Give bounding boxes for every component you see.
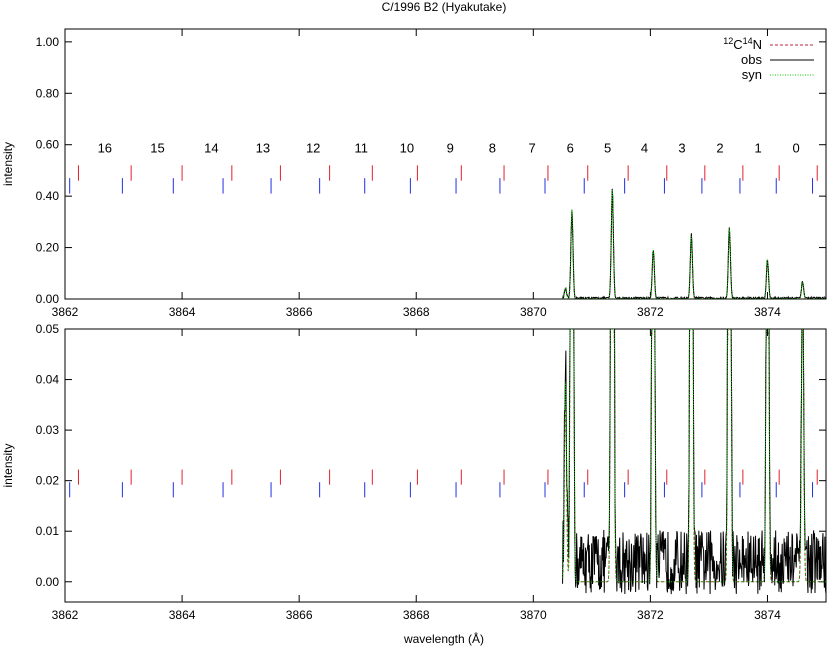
- legend-label-obs: obs: [741, 52, 762, 67]
- legend-label-syn: syn: [742, 67, 762, 82]
- band-label-7: 7: [529, 140, 536, 155]
- top-y-tick-label: 0.40: [36, 189, 60, 203]
- top-series-group: [562, 188, 826, 299]
- band-label-2: 2: [716, 140, 723, 155]
- top-x-tick-label: 3868: [403, 305, 430, 319]
- bottom-x-tick-label: 3868: [403, 608, 430, 622]
- band-label-14: 14: [204, 140, 218, 155]
- top-plot-frame: [64, 28, 827, 300]
- top-y-tick-label: 1.00: [36, 35, 60, 49]
- legend-label-12c14n: 12C14N: [723, 36, 762, 52]
- bottom-x-tick-label: 3874: [754, 608, 781, 622]
- bottom-x-tick-label: 3866: [286, 608, 313, 622]
- band-label-8: 8: [489, 140, 496, 155]
- band-label-0: 0: [793, 140, 800, 155]
- top-y-tick-label: 0.20: [36, 241, 60, 255]
- bottom-y-tick-label: 0.00: [36, 575, 60, 589]
- bottom-plot-frame: [64, 328, 827, 603]
- top-y-tick-label: 0.00: [36, 292, 60, 306]
- chart-title: C/1996 B2 (Hyakutake): [382, 0, 507, 14]
- legend-label-part: N: [753, 37, 762, 52]
- top-series-syn: [562, 189, 826, 299]
- bottom-y-axis-title: intensity: [1, 443, 15, 487]
- top-x-tick-label: 3866: [286, 305, 313, 319]
- bottom-x-tick-label: 3864: [169, 608, 196, 622]
- band-label-6: 6: [567, 140, 574, 155]
- band-label-15: 15: [150, 140, 164, 155]
- band-label-10: 10: [400, 140, 414, 155]
- band-label-16: 16: [98, 140, 112, 155]
- legend-label-part: C: [733, 37, 742, 52]
- top-series-12c14n: [562, 191, 826, 299]
- bottom-y-tick-label: 0.02: [36, 474, 60, 488]
- band-label-4: 4: [641, 140, 648, 155]
- top-y-tick-label: 0.80: [36, 86, 60, 100]
- band-label-5: 5: [604, 140, 611, 155]
- bottom-series-obs: [562, 329, 826, 595]
- top-y-axis-title: intensity: [1, 142, 15, 186]
- bottom-y-tick-label: 0.04: [36, 373, 60, 387]
- band-label-12: 12: [306, 140, 320, 155]
- band-label-9: 9: [447, 140, 454, 155]
- top-x-tick-label: 3874: [754, 305, 781, 319]
- band-label-1: 1: [754, 140, 761, 155]
- bottom-series-syn: [562, 329, 826, 583]
- bottom-y-tick-label: 0.05: [36, 322, 60, 336]
- top-y-tick-label: 0.60: [36, 138, 60, 152]
- band-label-3: 3: [678, 140, 685, 155]
- top-series-obs: [562, 188, 826, 299]
- bottom-x-tick-label: 3872: [637, 608, 664, 622]
- bottom-series-group: [562, 329, 826, 595]
- band-label-13: 13: [256, 140, 270, 155]
- bottom-y-tick-label: 0.01: [36, 524, 60, 538]
- legend-label-part: 12: [723, 36, 733, 46]
- top-x-tick-label: 3870: [520, 305, 547, 319]
- band-label-11: 11: [354, 140, 368, 155]
- top-x-tick-label: 3862: [52, 305, 79, 319]
- bottom-x-tick-label: 3870: [520, 608, 547, 622]
- bottom-y-tick-label: 0.03: [36, 423, 60, 437]
- x-axis-title: wavelength (Å): [403, 631, 484, 646]
- top-x-tick-label: 3864: [169, 305, 196, 319]
- legend-label-part: 14: [743, 36, 753, 46]
- bottom-x-tick-label: 3862: [52, 608, 79, 622]
- top-x-tick-label: 3872: [637, 305, 664, 319]
